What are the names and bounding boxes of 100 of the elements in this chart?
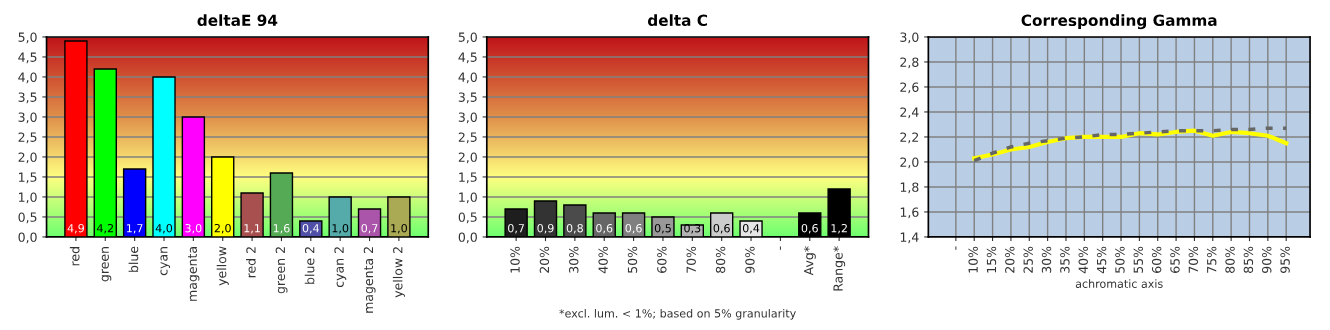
data-label: 4,2 <box>96 223 113 234</box>
y-tick-label: 5,0 <box>18 32 37 44</box>
y-tick-label: 2,8 <box>900 57 919 69</box>
x-tick-label: magenta 2 <box>363 247 376 313</box>
x-tick-label: 70% <box>686 246 696 273</box>
x-tick-label: - <box>779 246 781 250</box>
x-tick-label: 80% <box>1225 246 1235 273</box>
y-tick-label: 1,8 <box>900 182 919 194</box>
x-axis-title: achromatic axis <box>1075 279 1163 288</box>
y-tick-label: 4,0 <box>18 72 37 84</box>
data-label: 2,0 <box>214 223 231 234</box>
x-tick-label: 75% <box>1206 246 1217 273</box>
x-tick-label: red <box>69 247 80 266</box>
x-tick-label: 95% <box>1280 246 1290 273</box>
y-tick-label: 3,0 <box>900 32 919 44</box>
y-tick-label: 0,0 <box>18 232 37 244</box>
y-tick-label: 1,6 <box>900 207 919 219</box>
data-label: 1,2 <box>831 223 847 234</box>
y-tick-label: 4,5 <box>18 52 37 64</box>
chart-title: deltaE 94 <box>197 14 278 27</box>
data-label: 1,1 <box>244 224 260 234</box>
y-tick-label: 2,6 <box>900 82 919 94</box>
x-tick-label: 30% <box>569 246 579 273</box>
y-tick-label: 4,0 <box>458 72 477 84</box>
x-tick-label: green <box>101 247 112 282</box>
data-label: 0,6 <box>625 223 642 234</box>
data-label: 0,7 <box>361 223 378 234</box>
data-label: 1,7 <box>127 224 143 234</box>
data-label: 0,5 <box>654 223 671 234</box>
data-label: 0,8 <box>566 223 583 234</box>
x-tick-label: 60% <box>657 246 667 273</box>
data-label: 1,6 <box>273 223 290 234</box>
x-tick-label: 25% <box>1023 246 1033 273</box>
x-tick-label: - <box>955 246 957 250</box>
data-label: 0,4 <box>302 223 320 234</box>
x-tick-label: magenta <box>188 247 200 301</box>
data-label: 1,0 <box>391 223 407 234</box>
x-tick-label: 45% <box>1096 246 1107 274</box>
data-label: 3,0 <box>185 223 202 234</box>
data-label: 4,0 <box>155 223 173 234</box>
chart-title: Corresponding Gamma <box>1021 14 1217 30</box>
y-tick-label: 4,5 <box>458 52 477 64</box>
x-tick-label: 35% <box>1060 246 1070 273</box>
x-tick-label: 15% <box>986 246 997 273</box>
data-label: 0,6 <box>713 223 730 234</box>
x-tick-label: yellow <box>216 246 229 286</box>
data-label: 0,9 <box>537 223 554 234</box>
x-tick-label: 20% <box>1005 246 1015 273</box>
x-tick-label: cyan 2 <box>334 247 347 288</box>
y-tick-label: 5,0 <box>458 32 477 44</box>
x-tick-label: 40% <box>1078 246 1088 274</box>
data-label: 1,0 <box>332 223 349 234</box>
x-tick-label: 50% <box>1115 246 1125 273</box>
x-tick-label: Range* <box>833 246 846 291</box>
text: *excl. lum. < 1%; based on 5% granularity <box>559 308 796 320</box>
x-tick-label: 80% <box>715 246 726 273</box>
y-tick-label: 1,0 <box>459 192 477 204</box>
x-tick-label: 65% <box>1170 246 1180 273</box>
y-tick-label: 2,5 <box>18 132 37 144</box>
y-tick-label: 2,5 <box>458 132 477 144</box>
y-tick-label: 0,5 <box>18 212 37 224</box>
y-tick-label: 1,5 <box>459 172 477 184</box>
x-tick-label: 30% <box>1041 246 1052 273</box>
y-tick-label: 1,5 <box>19 172 37 184</box>
x-tick-label: 50% <box>627 246 638 273</box>
y-tick-label: 1,0 <box>19 192 37 204</box>
y-tick-label: 2,2 <box>900 132 919 144</box>
x-tick-label: 90% <box>745 246 755 273</box>
x-tick-label: 70% <box>1188 246 1199 273</box>
y-tick-label: 3,0 <box>458 112 477 124</box>
x-tick-label: 85% <box>1243 246 1254 273</box>
x-tick-label: 60% <box>1151 246 1162 273</box>
x-tick-label: 10% <box>968 246 978 273</box>
y-tick-label: 3,5 <box>458 92 477 104</box>
y-tick-label: 1,4 <box>900 232 919 244</box>
y-tick-label: 3,0 <box>18 112 37 124</box>
x-tick-label: 55% <box>1133 246 1144 273</box>
data-label: 0,4 <box>742 223 760 234</box>
data-label: 0,3 <box>684 223 701 234</box>
y-tick-label: 2,0 <box>458 152 477 164</box>
chart-title: delta C <box>647 14 707 27</box>
data-label: 0,7 <box>508 223 525 234</box>
x-tick-label: yellow 2 <box>392 247 405 298</box>
x-tick-label: green 2 <box>275 247 288 294</box>
data-label: 0,6 <box>596 223 613 234</box>
x-tick-label: blue 2 <box>304 247 315 284</box>
y-tick-label: 2,4 <box>900 107 919 119</box>
x-tick-label: 90% <box>1262 246 1272 273</box>
y-tick-label: 2,0 <box>900 157 919 169</box>
x-tick-label: 40% <box>598 246 608 274</box>
data-label: 4,9 <box>67 223 84 234</box>
y-tick-label: 0,5 <box>458 212 477 224</box>
x-tick-label: red 2 <box>246 247 256 278</box>
x-tick-label: blue <box>128 246 139 272</box>
x-tick-label: cyan <box>160 247 171 276</box>
y-tick-label: 3,5 <box>18 92 37 104</box>
y-tick-label: 2,0 <box>18 152 37 164</box>
y-tick-label: 0,0 <box>458 232 477 244</box>
x-tick-label: 20% <box>539 246 550 273</box>
x-tick-label: Avg* <box>803 246 816 276</box>
